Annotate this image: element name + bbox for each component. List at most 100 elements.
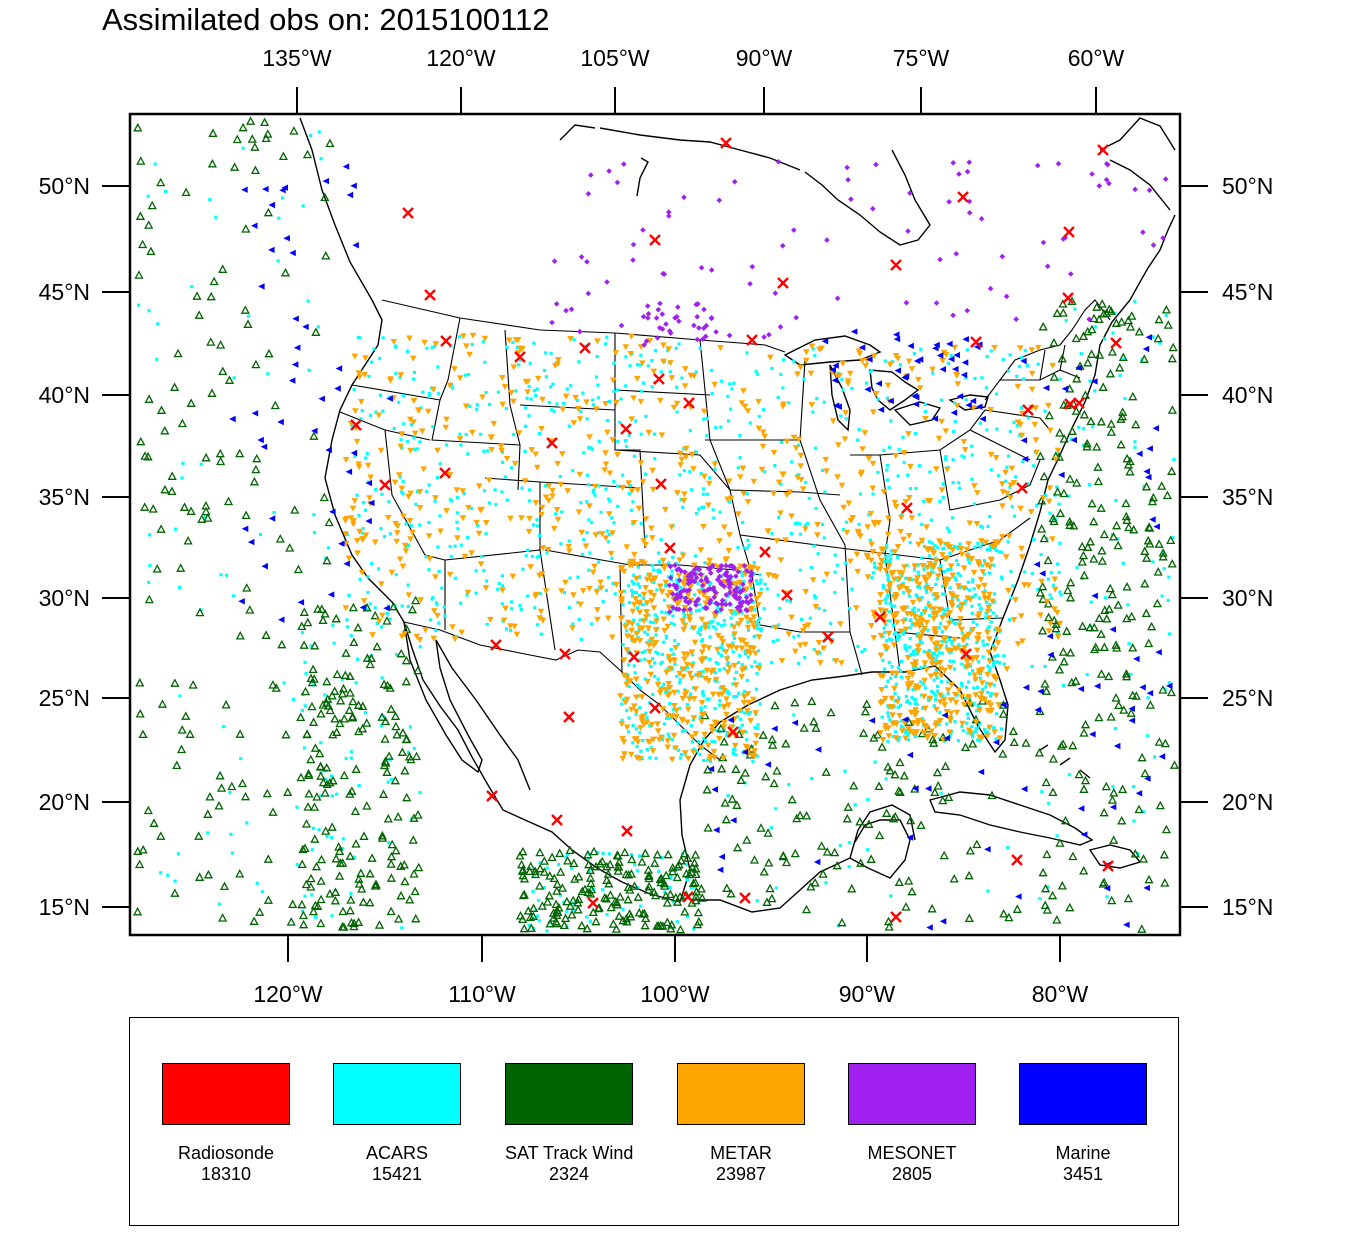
metar-obs-marker bbox=[1051, 606, 1058, 613]
metar-obs-marker bbox=[356, 528, 363, 535]
acars-obs-marker bbox=[568, 576, 572, 580]
acars-obs-marker bbox=[944, 644, 949, 648]
metar-obs-marker bbox=[978, 666, 986, 673]
sat-track-wind-obs-marker bbox=[347, 786, 357, 795]
metar-obs-marker bbox=[664, 744, 671, 751]
metar-obs-marker bbox=[586, 585, 593, 592]
metar-obs-marker bbox=[747, 607, 755, 614]
metar-obs-marker bbox=[391, 479, 399, 486]
radiosonde-obs-marker bbox=[746, 334, 758, 346]
metar-obs-marker bbox=[911, 711, 918, 718]
metar-obs-marker bbox=[792, 648, 799, 655]
metar-obs-marker bbox=[594, 338, 601, 345]
metar-obs-marker bbox=[622, 624, 629, 631]
marine-obs-marker bbox=[325, 446, 332, 454]
metar-obs-marker bbox=[991, 646, 999, 653]
metar-obs-marker bbox=[534, 464, 541, 471]
acars-obs-marker bbox=[797, 522, 801, 526]
acars-obs-marker bbox=[894, 730, 898, 734]
acars-obs-marker bbox=[438, 462, 442, 466]
acars-obs-marker bbox=[769, 661, 774, 665]
acars-obs-marker bbox=[1030, 664, 1034, 669]
acars-obs-marker bbox=[673, 662, 677, 667]
metar-obs-marker bbox=[620, 657, 628, 664]
metar-obs-marker bbox=[594, 607, 601, 614]
metar-obs-marker bbox=[907, 463, 914, 470]
acars-obs-marker bbox=[589, 622, 593, 626]
acars-obs-marker bbox=[883, 630, 887, 635]
sat-track-wind-obs-marker bbox=[1130, 849, 1140, 858]
acars-obs-marker bbox=[648, 724, 652, 728]
metar-obs-marker bbox=[737, 474, 744, 481]
legend-item-marine: Marine 3451 bbox=[1019, 1018, 1159, 1218]
mesonet-obs-marker bbox=[966, 210, 973, 216]
acars-obs-marker bbox=[401, 394, 405, 398]
acars-obs-marker bbox=[792, 635, 796, 639]
metar-obs-marker bbox=[542, 588, 550, 595]
metar-obs-marker bbox=[942, 555, 950, 562]
sat-track-wind-obs-marker bbox=[807, 696, 817, 706]
acars-obs-marker bbox=[555, 402, 559, 406]
sat-track-wind-obs-marker bbox=[337, 922, 347, 931]
acars-obs-marker bbox=[897, 447, 901, 451]
sat-track-wind-obs-marker bbox=[949, 874, 959, 883]
metar-obs-marker bbox=[410, 419, 417, 426]
acars-obs-marker bbox=[799, 617, 804, 621]
metar-obs-marker bbox=[981, 582, 988, 589]
metar-obs-marker bbox=[416, 489, 424, 496]
metar-obs-marker bbox=[549, 493, 556, 500]
sat-track-wind-obs-marker bbox=[298, 844, 308, 854]
sat-track-wind-obs-marker bbox=[183, 536, 193, 545]
acars-obs-marker bbox=[889, 557, 893, 561]
sat-track-wind-obs-marker bbox=[1043, 555, 1053, 565]
sat-track-wind-obs-marker bbox=[320, 192, 330, 202]
sat-track-wind-obs-marker bbox=[1099, 309, 1109, 318]
acars-obs-marker bbox=[920, 623, 924, 627]
acars-obs-marker bbox=[681, 611, 686, 615]
marine-obs-marker bbox=[322, 177, 329, 185]
sat-track-wind-obs-marker bbox=[330, 686, 340, 695]
metar-obs-marker bbox=[430, 386, 437, 393]
acars-obs-marker bbox=[1046, 885, 1050, 889]
metar-obs-marker bbox=[753, 595, 761, 602]
sat-track-wind-obs-marker bbox=[639, 908, 649, 918]
legend: Radiosonde 18310 ACARS 15421 SAT Track W… bbox=[129, 1017, 1179, 1226]
acars-obs-marker bbox=[812, 647, 816, 652]
acars-obs-marker bbox=[1167, 681, 1171, 685]
acars-obs-marker bbox=[633, 671, 637, 675]
metar-obs-marker bbox=[630, 395, 637, 402]
sat-track-wind-obs-marker bbox=[1138, 854, 1149, 863]
mesonet-obs-marker bbox=[721, 583, 727, 590]
mesonet-obs-marker bbox=[740, 581, 746, 588]
metar-obs-marker bbox=[656, 690, 664, 696]
metar-obs-marker bbox=[625, 480, 632, 487]
bottom-axis-labels: 120°W 110°W 100°W 90°W 80°W bbox=[253, 981, 1088, 1007]
marine-obs-marker bbox=[831, 377, 839, 384]
marine-obs-marker bbox=[278, 616, 285, 623]
acars-obs-marker bbox=[964, 599, 968, 603]
acars-obs-marker bbox=[667, 735, 671, 739]
metar-obs-marker bbox=[458, 629, 465, 636]
sat-track-wind-obs-marker bbox=[411, 751, 422, 761]
metar-obs-marker bbox=[425, 533, 433, 540]
acars-obs-marker bbox=[823, 608, 827, 613]
acars-obs-marker bbox=[612, 361, 616, 365]
sat-track-wind-obs-marker bbox=[275, 534, 285, 543]
sat-track-wind-obs-marker bbox=[1080, 390, 1090, 399]
acars-obs-marker bbox=[691, 653, 695, 657]
acars-obs-marker bbox=[449, 554, 453, 558]
sat-track-wind-obs-marker bbox=[1055, 508, 1065, 518]
metar-obs-marker bbox=[951, 344, 959, 351]
metar-obs-marker bbox=[639, 625, 646, 632]
acars-obs-marker bbox=[885, 545, 889, 549]
sat-track-wind-obs-marker bbox=[1053, 487, 1063, 496]
sat-track-wind-obs-marker bbox=[170, 678, 180, 687]
metar-obs-marker bbox=[613, 581, 620, 588]
sat-track-wind-obs-marker bbox=[335, 718, 345, 728]
acars-obs-marker bbox=[913, 734, 918, 738]
metar-obs-marker bbox=[434, 447, 441, 454]
acars-obs-marker bbox=[399, 438, 403, 442]
marine-obs-marker bbox=[318, 395, 325, 402]
metar-obs-marker bbox=[674, 490, 681, 497]
left-lat-label: 30°N bbox=[39, 585, 90, 611]
